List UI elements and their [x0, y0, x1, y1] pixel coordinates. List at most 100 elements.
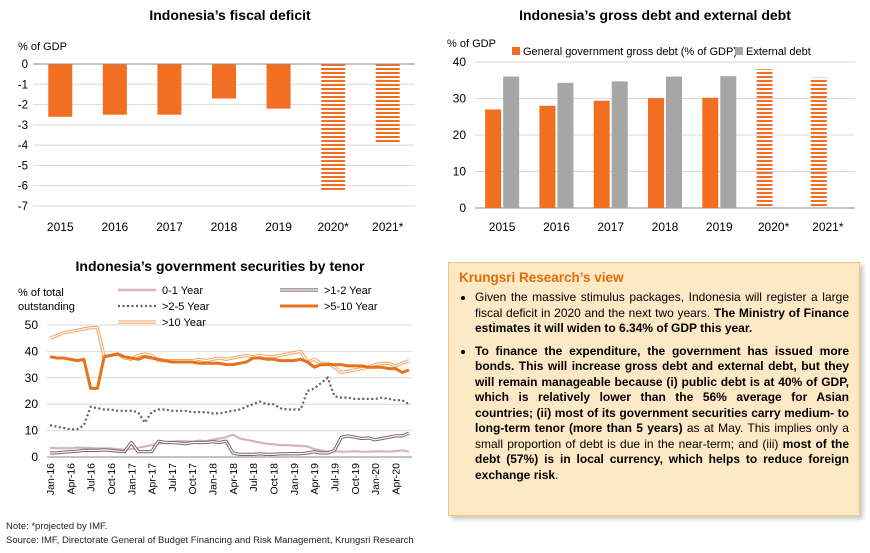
- point2-bold-c: most of the debt (57%) is in local curre…: [475, 436, 849, 482]
- x-tick-label: 2018: [211, 220, 238, 234]
- legend-label-external-debt: External debt: [746, 46, 811, 58]
- gross-debt-bar: [648, 98, 664, 208]
- y-tick-label: -3: [18, 120, 28, 132]
- y-tick-label: 0: [459, 201, 466, 215]
- legend-label-gross-debt: General government gross debt (% of GDP): [523, 46, 737, 58]
- x-tick-label: 2020*: [758, 220, 790, 234]
- x-tick-label: Jul-17: [167, 463, 179, 492]
- note-source: Source: IMF, Directorate General of Budg…: [6, 535, 414, 546]
- fiscal-deficit-title: Indonesia’s fiscal deficit: [149, 7, 311, 23]
- note-projection: Note: *projected by IMF.: [6, 521, 108, 532]
- y-axis-label-line2: outstanding: [18, 301, 75, 313]
- x-tick-label: 2019: [706, 220, 733, 234]
- gross-debt-bar: [756, 69, 773, 208]
- x-tick-label: 2019: [265, 220, 292, 234]
- x-tick-label: Jan-19: [289, 463, 301, 495]
- external-debt-bar: [720, 76, 737, 208]
- y-axis-label: % of GDP: [18, 41, 67, 53]
- series-2-5-year-legend-label: >2-5 Year: [162, 301, 210, 313]
- y-tick-label: -4: [18, 140, 29, 152]
- y-tick-label: -5: [18, 160, 28, 172]
- point2-text: as at May. This implies only a small pro…: [475, 421, 849, 451]
- x-tick-label: Apr-16: [65, 463, 77, 495]
- x-tick-label: 2021*: [812, 220, 844, 234]
- deficit-bar: [48, 64, 73, 117]
- series-1-2-year-line-inner: [49, 432, 410, 455]
- research-view-point-1: Given the massive stimulus packages, Ind…: [475, 290, 849, 337]
- x-tick-label: Jul-16: [86, 463, 98, 492]
- x-tick-label: Oct-16: [106, 463, 118, 495]
- x-tick-label: 2015: [489, 220, 516, 234]
- y-tick-label: -6: [18, 181, 28, 193]
- x-tick-label: Oct-18: [269, 463, 281, 495]
- research-view-point-2: To finance the expenditure, the governme…: [475, 344, 849, 484]
- x-tick-label: 2016: [543, 220, 570, 234]
- gross-debt-title: Indonesia’s gross debt and external debt: [519, 7, 791, 23]
- x-tick-label: Apr-19: [309, 463, 321, 495]
- x-tick-label: Jan-18: [208, 463, 220, 495]
- x-tick-label: Apr-17: [147, 463, 159, 495]
- x-tick-label: Oct-19: [350, 463, 362, 495]
- x-tick-label: 2018: [652, 220, 679, 234]
- deficit-bar: [157, 64, 182, 115]
- point1-bold: The Ministry of Finance estimates it wil…: [475, 305, 850, 336]
- y-tick-label: -7: [18, 201, 28, 213]
- y-tick-label: 40: [25, 344, 39, 358]
- y-tick-label: 50: [25, 318, 39, 332]
- legend-swatch-external-debt: [735, 47, 743, 55]
- gross-debt-bar: [485, 109, 502, 208]
- point2-bold-a: To finance the expenditure, the governme…: [475, 343, 849, 436]
- y-tick-label: 0: [31, 450, 38, 464]
- securities-tenor-title: Indonesia’s government securities by ten…: [75, 258, 365, 274]
- research-view-box: Krungsri Research’s view Given the massi…: [448, 262, 860, 516]
- y-tick-label: -1: [18, 79, 28, 91]
- point2-end: .: [555, 467, 559, 482]
- y-tick-label: 10: [453, 165, 467, 179]
- gross-debt-bar: [539, 105, 556, 208]
- y-tick-label: 0: [22, 59, 28, 71]
- x-tick-label: Jul-19: [329, 463, 341, 492]
- x-tick-label: Jan-16: [45, 463, 57, 495]
- deficit-bar: [321, 64, 346, 192]
- gross-debt-bar: [702, 97, 719, 208]
- y-tick-label: 30: [25, 371, 39, 385]
- y-tick-label: 40: [453, 55, 467, 69]
- x-tick-label: 2016: [102, 220, 129, 234]
- series-5-10-year-legend-label: >5-10 Year: [324, 301, 378, 313]
- gross-debt-bar: [810, 77, 827, 208]
- external-debt-bar: [611, 81, 628, 208]
- research-view-title: Krungsri Research’s view: [459, 270, 624, 285]
- y-axis-label: % of GDP: [447, 38, 496, 50]
- point1-text: Given the massive stimulus packages, Ind…: [475, 290, 849, 320]
- series-0-1-year-legend-label: 0-1 Year: [162, 285, 203, 297]
- x-tick-label: Jul-18: [248, 463, 260, 492]
- series-0-1-year-line: [49, 433, 410, 453]
- x-tick-label: Oct-17: [187, 463, 199, 495]
- series-5-10-year-line: [49, 352, 410, 390]
- x-tick-label: Apr-18: [228, 463, 240, 495]
- x-tick-label: 2021*: [372, 220, 404, 234]
- x-tick-label: 2017: [156, 220, 183, 234]
- legend-swatch-gross-debt: [512, 47, 520, 55]
- deficit-bar: [266, 64, 291, 109]
- external-debt-bar: [557, 82, 574, 208]
- series-1-2-year-legend-label: >1-2 Year: [324, 285, 372, 297]
- y-tick-label: -2: [18, 100, 28, 112]
- external-debt-bar: [503, 76, 520, 208]
- x-tick-label: 2020*: [317, 220, 349, 234]
- y-tick-label: 20: [25, 397, 39, 411]
- x-tick-label: Jan-20: [370, 463, 382, 495]
- deficit-bar: [375, 64, 400, 144]
- series-2-5-year-line: [49, 376, 410, 431]
- x-tick-label: Jan-17: [126, 463, 138, 495]
- y-tick-label: 30: [453, 92, 467, 106]
- x-tick-label: 2015: [47, 220, 74, 234]
- x-tick-label: Apr-20: [390, 463, 402, 495]
- deficit-bar: [102, 64, 127, 115]
- deficit-bar: [212, 64, 236, 99]
- y-tick-label: 20: [453, 128, 467, 142]
- external-debt-bar: [666, 76, 682, 208]
